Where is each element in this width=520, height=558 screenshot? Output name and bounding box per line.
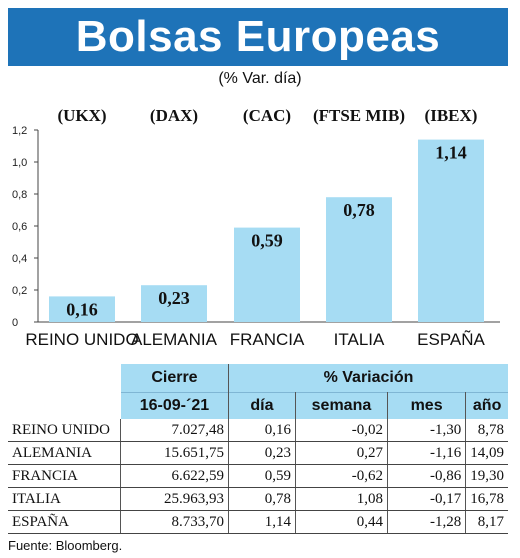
row-semana: 0,27 [294, 441, 388, 465]
row-ano: 8,78 [465, 419, 508, 442]
bar [418, 139, 484, 322]
table-header-row: Cierre % Variación [8, 364, 508, 393]
y-tick-label: 0,6 [12, 221, 27, 233]
table-row: ITALIA 25.963,93 0,78 1,08 -0,17 16,78 [8, 487, 508, 511]
header-ano: año [465, 392, 508, 419]
table-row: FRANCIA 6.622,59 0,59 -0,62 -0,86 19,30 [8, 464, 508, 488]
bar [141, 285, 207, 322]
index-code-label: (DAX) [150, 106, 198, 125]
category-label: ESPAÑA [417, 330, 485, 349]
category-label: FRANCIA [230, 330, 305, 349]
table-row: ALEMANIA 15.651,75 0,23 0,27 -1,16 14,09 [8, 441, 508, 465]
chart-subtitle: (% Var. día) [218, 70, 302, 87]
category-label: ITALIA [334, 330, 385, 349]
data-table: Cierre % Variación 16-09-´21 día semana … [8, 364, 508, 534]
y-tick-label: 0,8 [12, 189, 27, 201]
row-dia: 1,14 [227, 510, 296, 534]
row-mes: -0,17 [386, 487, 466, 511]
row-name: REINO UNIDO [8, 419, 121, 442]
row-semana: 1,08 [294, 487, 388, 511]
header-semana: semana [295, 392, 388, 419]
chart-title: Bolsas Europeas [75, 12, 441, 61]
row-semana: -0,62 [294, 464, 388, 488]
y-tick-label: 0,2 [12, 285, 27, 297]
data-label: 0,23 [158, 288, 190, 308]
row-name: FRANCIA [8, 464, 121, 488]
row-semana: -0,02 [294, 419, 388, 442]
index-code-label: (FTSE MIB) [313, 106, 405, 125]
row-mes: -1,28 [386, 510, 466, 534]
bar-chart: 0 0,2 0,4 0,6 0,8 1,0 1,2 0,16 (UKX) REINO UNIDO 0… [12, 106, 500, 349]
row-cierre: 6.622,59 [120, 464, 229, 488]
header-date: 16-09-´21 [120, 392, 229, 419]
row-dia: 0,23 [227, 441, 296, 465]
source-note: Fuente: Bloomberg. [8, 538, 123, 553]
header-cierre: Cierre [120, 364, 229, 393]
header-dia: día [228, 392, 296, 419]
data-label: 0,59 [251, 231, 283, 251]
row-name: ALEMANIA [8, 441, 121, 465]
row-cierre: 8.733,70 [120, 510, 229, 534]
row-name: ITALIA [8, 487, 121, 511]
header-variacion: % Variación [228, 364, 508, 393]
row-name: ESPAÑA [8, 510, 121, 534]
category-label: ALEMANIA [131, 330, 218, 349]
bar [234, 227, 300, 322]
y-tick-label: 0 [12, 317, 18, 329]
y-tick-label: 1,2 [12, 125, 27, 137]
row-dia: 0,59 [227, 464, 296, 488]
table-row: REINO UNIDO 7.027,48 0,16 -0,02 -1,30 8,… [8, 419, 508, 442]
row-cierre: 7.027,48 [120, 419, 229, 442]
y-tick-label: 1,0 [12, 157, 27, 169]
row-semana: 0,44 [294, 510, 388, 534]
row-ano: 16,78 [465, 487, 508, 511]
table-header-blank [8, 364, 121, 393]
row-cierre: 25.963,93 [120, 487, 229, 511]
data-label: 0,78 [343, 200, 375, 220]
row-ano: 14,09 [465, 441, 508, 465]
row-cierre: 15.651,75 [120, 441, 229, 465]
index-code-label: (IBEX) [425, 106, 478, 125]
data-label: 0,16 [66, 299, 98, 319]
bar [49, 296, 115, 322]
index-code-label: (CAC) [243, 106, 291, 125]
bar [326, 197, 392, 322]
row-ano: 8,17 [465, 510, 508, 534]
category-label: REINO UNIDO [25, 330, 138, 349]
table-row: ESPAÑA 8.733,70 1,14 0,44 -1,28 8,17 [8, 510, 508, 534]
row-dia: 0,78 [227, 487, 296, 511]
row-ano: 19,30 [465, 464, 508, 488]
table-subheader-blank [8, 392, 121, 419]
y-tick-label: 0,4 [12, 253, 27, 265]
table-subheader-row: 16-09-´21 día semana mes año [8, 392, 508, 419]
row-mes: -0,86 [386, 464, 466, 488]
data-label: 1,14 [435, 143, 467, 163]
row-mes: -1,30 [386, 419, 466, 442]
title-banner: Bolsas Europeas [8, 8, 508, 66]
header-mes: mes [387, 392, 467, 419]
row-mes: -1,16 [386, 441, 466, 465]
index-code-label: (UKX) [57, 106, 106, 125]
row-dia: 0,16 [227, 419, 296, 442]
